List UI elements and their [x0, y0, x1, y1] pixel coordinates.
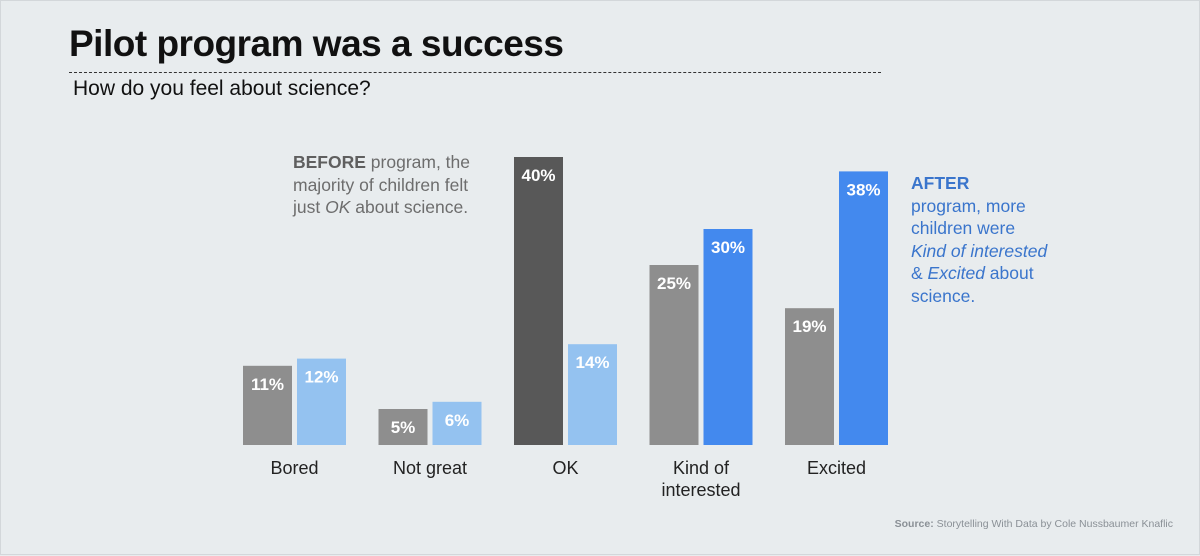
chart-title: Pilot program was a success: [69, 23, 564, 64]
bar-after-not-great: [432, 401, 482, 445]
data-label-before-bored: 11%: [251, 375, 284, 394]
bar-before-excited: [785, 308, 834, 445]
bar-before-bored: [243, 365, 292, 445]
annotation-before-emphasis: OK: [325, 197, 351, 217]
bar-after-ok: [568, 344, 617, 445]
data-label-after-not-great: 6%: [445, 411, 470, 430]
annotation-after-text-1: program, more children were: [911, 195, 1026, 239]
data-label-after-ok: 14%: [575, 353, 609, 372]
bar-after-kind-of-interested: [703, 229, 753, 445]
annotation-before: BEFORE program, the majority of children…: [293, 151, 493, 219]
data-label-before-ok: 40%: [521, 166, 555, 185]
annotation-after-keyword: AFTER: [911, 173, 970, 193]
bar-after-excited: [839, 171, 888, 445]
bar-after-bored: [297, 358, 346, 445]
annotation-before-text-1: program, the majority of children felt j…: [293, 152, 471, 217]
annotation-after-text-2: &: [911, 263, 928, 283]
category-label-excited: Excited: [807, 458, 866, 478]
chart-subtitle: How do you feel about science?: [73, 77, 371, 100]
annotation-before-text-2: about science.: [350, 197, 469, 217]
annotation-after: AFTER program, more children were Kind of…: [911, 172, 1051, 307]
annotation-before-keyword: BEFORE: [293, 152, 366, 172]
data-label-before-kind-of-interested: 25%: [657, 274, 691, 293]
category-label-bored: Bored: [270, 458, 318, 478]
data-label-after-bored: 12%: [304, 368, 338, 387]
data-label-before-excited: 19%: [792, 317, 826, 336]
annotation-after-emphasis-1: Kind of interested: [911, 240, 1048, 261]
data-label-after-kind-of-interested: 30%: [711, 238, 745, 257]
source-note: Source: Storytelling With Data by Cole N…: [895, 518, 1173, 530]
category-label-kind-of-interested: Kind of interested: [661, 458, 740, 500]
annotation-after-text-3: about science.: [911, 263, 1034, 306]
category-label-not-great: Not great: [393, 458, 467, 478]
data-label-before-not-great: 5%: [391, 418, 416, 437]
source-text: Storytelling With Data by Cole Nussbaume…: [933, 518, 1173, 530]
bar-before-ok: [514, 157, 563, 445]
bar-before-kind-of-interested: [649, 265, 699, 445]
source-label: Source:: [894, 518, 934, 530]
data-label-after-excited: 38%: [846, 180, 880, 199]
title-divider: [69, 72, 881, 73]
bar-before-not-great: [378, 409, 428, 445]
category-label-ok: OK: [552, 458, 578, 478]
annotation-after-emphasis-2: Excited: [927, 263, 985, 283]
